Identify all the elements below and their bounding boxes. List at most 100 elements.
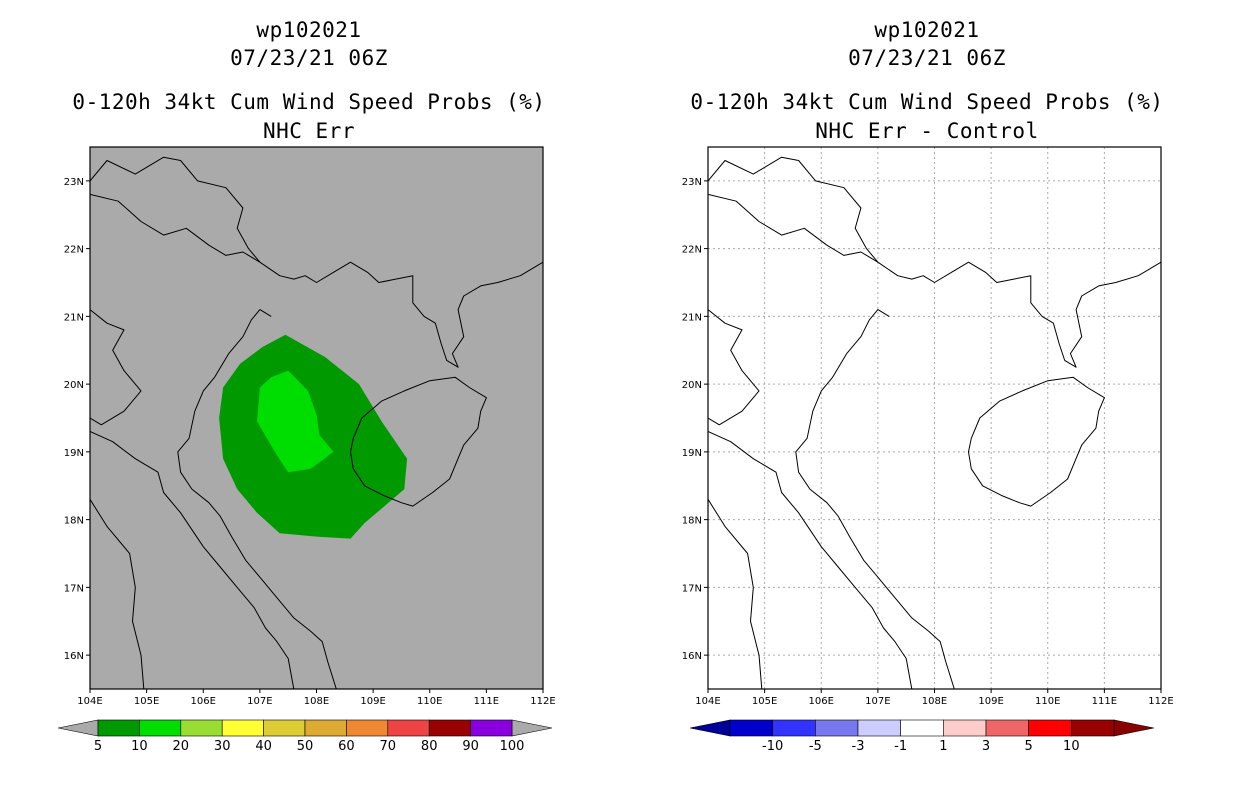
y-tick-label: 16N [64,651,84,662]
colorbar-label: 30 [214,739,231,754]
right-panel: wp102021 07/23/21 06Z 0-120h 34kt Cum Wi… [618,0,1236,800]
colorbar-label: 3 [982,739,990,754]
y-tick-label: 17N [682,583,702,594]
coastline-vietnam [177,309,337,689]
colorbar-label: -1 [894,739,907,754]
colorbar-swatch [263,719,306,737]
x-tick-label: 108E [922,696,947,707]
colorbar-label: -3 [852,739,865,754]
coastline-hainan [350,376,487,507]
coastline-border_thai_laos [708,499,763,689]
x-tick-label: 110E [417,696,442,707]
colorbar-label: 100 [500,739,525,754]
y-tick-label: 20N [682,380,702,391]
colorbar-swatch [857,719,901,737]
colorbar-label: 10 [1063,739,1080,754]
map-left: 104E 105E 106E 107E 108E 109E 110E 111E 112E 16N 1… [57,146,556,754]
x-tick-label: 109E [360,696,385,707]
colorbar-high-end [1113,719,1155,737]
x-tick-label: 104E [695,696,720,707]
x-tick-label: 112E [1148,696,1173,707]
y-tick-label: 21N [682,312,702,323]
colorbar-swatch [815,719,859,737]
x-tick-label: 110E [1035,696,1060,707]
colorbar-low-end [689,719,731,737]
colorbar-label: -10 [762,739,783,754]
colorbar-swatch [304,719,347,737]
colorbar-swatch [1028,719,1072,737]
colorbar-swatch [428,719,471,737]
coastline-border_china_vn [90,193,261,263]
colorbar-label: 90 [462,739,479,754]
chart-title-right: 0-120h 34kt Cum Wind Speed Probs (%) [690,90,1164,114]
x-tick-label: 104E [77,696,102,707]
y-tick-label: 21N [64,312,84,323]
colorbar-label: 5 [1025,739,1033,754]
colorbar-swatch [772,719,816,737]
y-tick-label: 22N [682,245,702,256]
y-tick-label: 22N [64,245,84,256]
x-tick-label: 107E [865,696,890,707]
colorbar-swatch [900,719,944,737]
y-tick-label: 18N [64,516,84,527]
y-tick-label: 18N [682,516,702,527]
y-tick-label: 23N [64,177,84,188]
chart-subtitle-left: NHC Err [262,119,355,143]
colorbar-high-end [511,719,553,737]
colorbar-swatch [221,719,264,737]
colorbar-label: 60 [338,739,355,754]
datetime-left: 07/23/21 06Z [230,46,388,70]
colorbar-label: -5 [809,739,822,754]
coastline-mainland [708,156,1161,368]
colorbar-swatch [387,719,430,737]
coastline-border_china_vn [708,193,879,263]
colorbar-swatch [1071,719,1115,737]
y-tick-label: 19N [64,448,84,459]
x-tick-label: 109E [978,696,1003,707]
colorbar-swatch [985,719,1029,737]
x-tick-label: 111E [474,696,499,707]
colorbar-swatch [97,719,140,737]
colorbar-label: 10 [131,739,148,754]
coastline-border_laos_vn [708,309,760,426]
coastline-mainland [90,156,543,368]
prob-contour-10-20 [257,370,334,473]
coastline-border_thai_laos [90,499,145,689]
x-tick-label: 112E [530,696,555,707]
x-tick-label: 106E [191,696,216,707]
coastline-border_laos_vn2 [708,431,913,689]
colorbar-label: 5 [94,739,102,754]
coastline-border_laos_vn [90,309,142,426]
storm-id-left: wp102021 [256,18,362,42]
chart-title-left: 0-120h 34kt Cum Wind Speed Probs (%) [72,90,546,114]
colorbar-swatch [180,719,223,737]
colorbar-label: 50 [297,739,314,754]
x-tick-label: 105E [752,696,777,707]
colorbar-label: 20 [173,739,190,754]
y-tick-label: 23N [682,177,702,188]
colorbar-swatch [729,719,773,737]
y-tick-label: 19N [682,448,702,459]
x-tick-label: 106E [809,696,834,707]
coastline-vietnam [795,309,955,689]
colorbar-label: 1 [939,739,947,754]
colorbar-swatch [470,719,513,737]
colorbar-label: 40 [255,739,272,754]
coastline-hainan [968,376,1105,507]
colorbar-swatch [943,719,987,737]
colorbar-swatch [346,719,389,737]
chart-subtitle-right: NHC Err - Control [815,119,1039,143]
colorbar-low-end [57,719,99,737]
y-tick-label: 16N [682,651,702,662]
left-panel: wp102021 07/23/21 06Z 0-120h 34kt Cum Wi… [57,18,556,754]
colorbar-swatch [139,719,182,737]
coastline-border_laos_vn2 [90,431,295,689]
map-right: 104E 105E 106E 107E 108E 109E 110E 111E 112E 16N 1… [682,146,1174,754]
x-tick-label: 108E [304,696,329,707]
x-tick-label: 111E [1092,696,1117,707]
y-tick-label: 20N [64,380,84,391]
datetime-right: 07/23/21 06Z [848,46,1006,70]
storm-id-right: wp102021 [874,18,980,42]
colorbar-label: 70 [380,739,397,754]
x-tick-label: 105E [134,696,159,707]
